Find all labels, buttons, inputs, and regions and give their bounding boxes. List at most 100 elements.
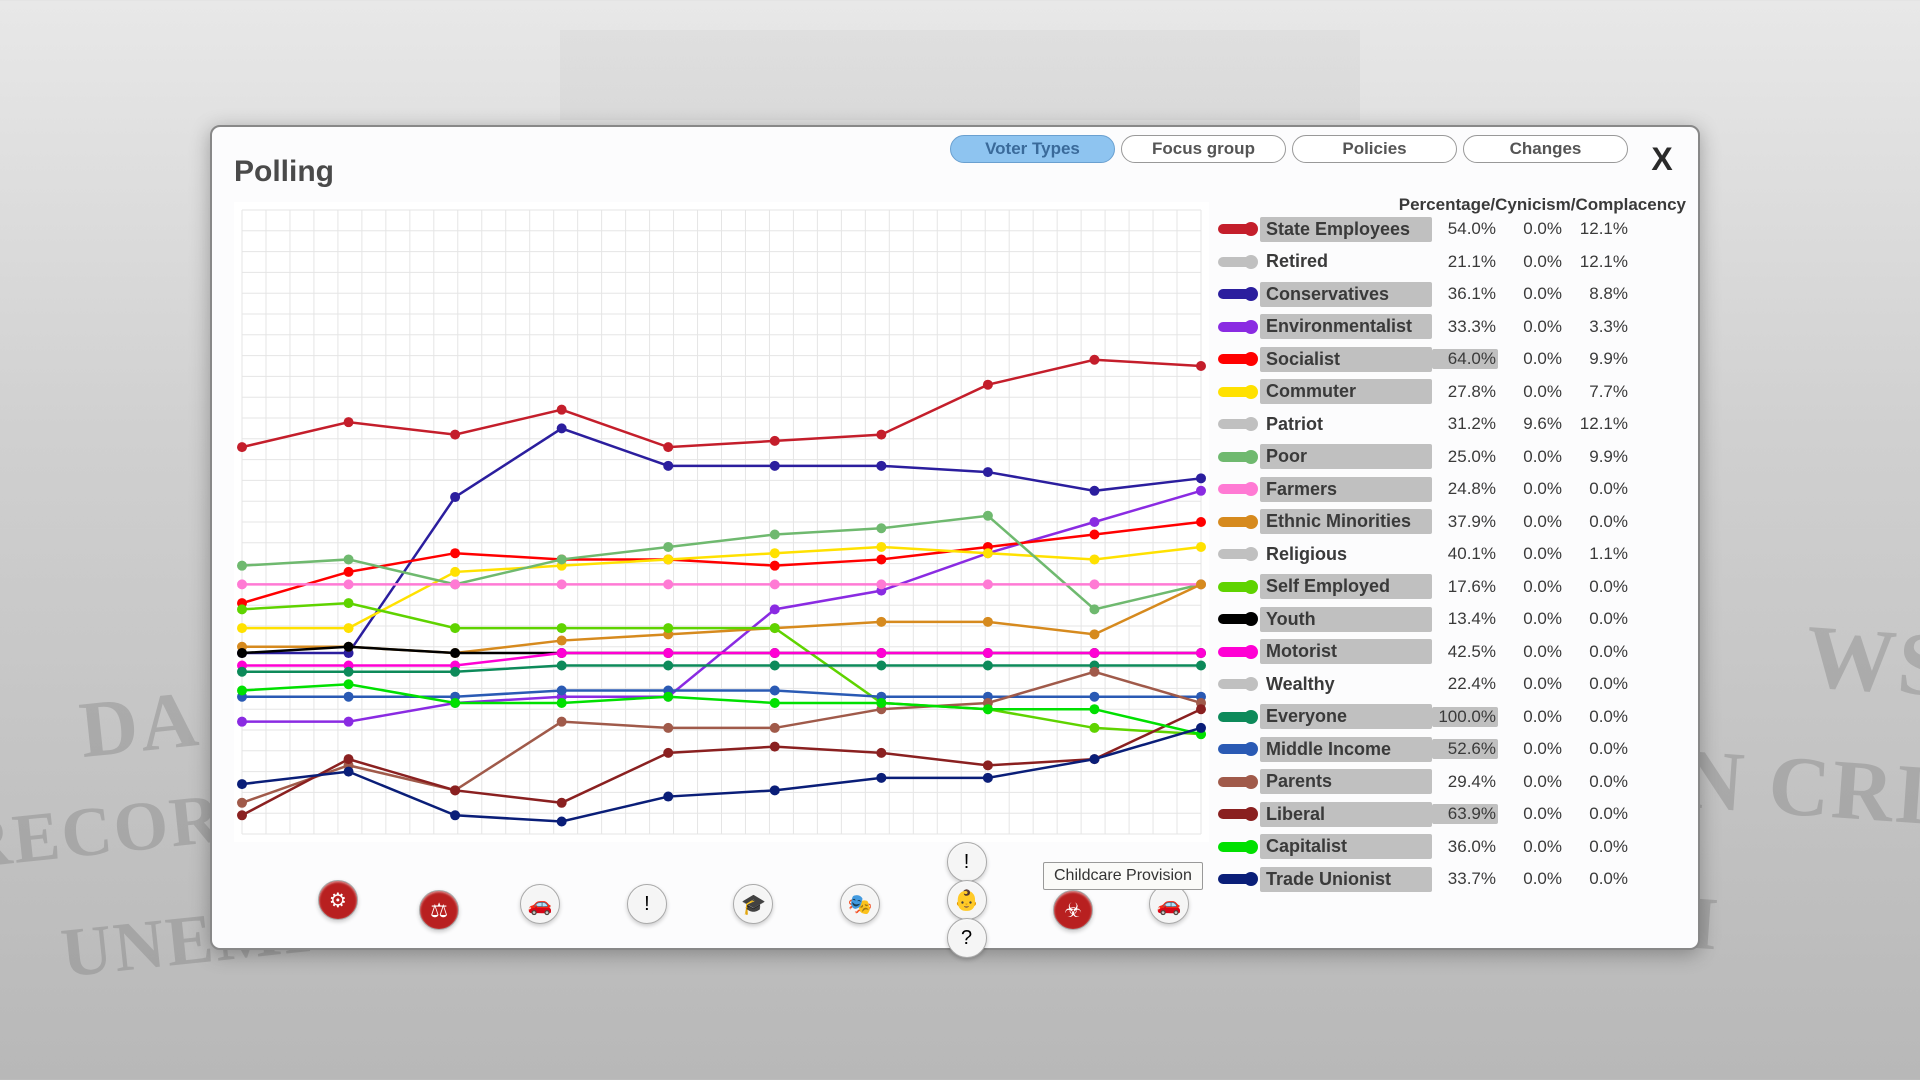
series-marker <box>983 617 993 627</box>
legend-row[interactable]: Poor25.0%0.0%9.9% <box>1218 441 1694 474</box>
close-button[interactable]: X <box>1640 137 1684 181</box>
legend-complacency: 0.0% <box>1564 577 1630 597</box>
legend-label: Poor <box>1260 444 1432 469</box>
legend-row[interactable]: Environmentalist33.3%0.0%3.3% <box>1218 311 1694 344</box>
series-marker <box>557 661 567 671</box>
legend-percentage: 27.8% <box>1432 382 1498 402</box>
legend-percentage: 25.0% <box>1432 447 1498 467</box>
legend-row[interactable]: Farmers24.8%0.0%0.0% <box>1218 473 1694 506</box>
legend-complacency: 0.0% <box>1564 642 1630 662</box>
legend-row[interactable]: Ethnic Minorities37.9%0.0%0.0% <box>1218 506 1694 539</box>
legend-row[interactable]: Patriot31.2%9.6%12.1% <box>1218 408 1694 441</box>
legend-percentage: 40.1% <box>1432 544 1498 564</box>
series-marker <box>876 461 886 471</box>
series-marker <box>770 698 780 708</box>
series-marker <box>344 579 354 589</box>
legend-row[interactable]: Socialist64.0%0.0%9.9% <box>1218 343 1694 376</box>
legend-complacency: 12.1% <box>1564 414 1630 434</box>
tab-changes[interactable]: Changes <box>1463 135 1628 163</box>
legend-label: Capitalist <box>1260 834 1432 859</box>
event-icon[interactable]: 🚗 <box>1149 884 1189 924</box>
series-marker <box>983 648 993 658</box>
series-marker <box>344 598 354 608</box>
tabs-container: Voter Types Focus group Policies Changes <box>950 135 1628 163</box>
event-icon[interactable]: 🎓 <box>733 884 773 924</box>
legend-row[interactable]: Retired21.1%0.0%12.1% <box>1218 246 1694 279</box>
event-icon[interactable]: ⚙ <box>318 880 358 920</box>
series-marker <box>557 405 567 415</box>
legend-row[interactable]: State Employees54.0%0.0%12.1% <box>1218 213 1694 246</box>
legend-label: Parents <box>1260 769 1432 794</box>
legend-row[interactable]: Motorist42.5%0.0%0.0% <box>1218 636 1694 669</box>
event-icon[interactable]: 👶 <box>947 880 987 920</box>
series-marker <box>876 554 886 564</box>
tab-policies[interactable]: Policies <box>1292 135 1457 163</box>
event-icon[interactable]: 🎭 <box>840 884 880 924</box>
legend-percentage: 33.7% <box>1432 869 1498 889</box>
chart-svg <box>234 202 1209 842</box>
series-marker <box>450 698 460 708</box>
series-marker <box>1089 648 1099 658</box>
event-icon[interactable]: ! <box>627 884 667 924</box>
legend-swatch <box>1218 874 1254 884</box>
event-icon[interactable]: ☣ <box>1053 890 1093 930</box>
legend-swatch <box>1218 842 1254 852</box>
legend-swatch <box>1218 614 1254 624</box>
background-cityscape <box>560 30 1360 120</box>
legend-cynicism: 9.6% <box>1498 414 1564 434</box>
legend-row[interactable]: Parents29.4%0.0%0.0% <box>1218 766 1694 799</box>
series-marker <box>663 623 673 633</box>
legend-row[interactable]: Capitalist36.0%0.0%0.0% <box>1218 831 1694 864</box>
legend-label: Middle Income <box>1260 737 1432 762</box>
legend-row[interactable]: Self Employed17.6%0.0%0.0% <box>1218 571 1694 604</box>
series-marker <box>237 579 247 589</box>
legend-label: Trade Unionist <box>1260 867 1432 892</box>
legend-row[interactable]: Everyone100.0%0.0%0.0% <box>1218 701 1694 734</box>
legend-label: Wealthy <box>1260 672 1432 697</box>
series-marker <box>663 579 673 589</box>
legend-row[interactable]: Youth13.4%0.0%0.0% <box>1218 603 1694 636</box>
legend-row[interactable]: Religious40.1%0.0%1.1% <box>1218 538 1694 571</box>
legend-swatch <box>1218 257 1254 267</box>
legend-row[interactable]: Middle Income52.6%0.0%0.0% <box>1218 733 1694 766</box>
legend-swatch <box>1218 452 1254 462</box>
legend-row[interactable]: Wealthy22.4%0.0%0.0% <box>1218 668 1694 701</box>
tab-focus-group[interactable]: Focus group <box>1121 135 1286 163</box>
legend-percentage: 54.0% <box>1432 219 1498 239</box>
event-icon[interactable]: ? <box>947 918 987 958</box>
series-marker <box>983 467 993 477</box>
legend-complacency: 3.3% <box>1564 317 1630 337</box>
series-marker <box>237 798 247 808</box>
series-marker <box>663 648 673 658</box>
series-marker <box>450 579 460 589</box>
series-marker <box>237 667 247 677</box>
series-marker <box>344 679 354 689</box>
tab-voter-types[interactable]: Voter Types <box>950 135 1115 163</box>
series-marker <box>450 648 460 658</box>
series-marker <box>1089 486 1099 496</box>
series-marker <box>770 685 780 695</box>
series-marker <box>1196 473 1206 483</box>
series-marker <box>1089 517 1099 527</box>
event-icon[interactable]: ! <box>947 842 987 882</box>
legend-row[interactable]: Trade Unionist33.7%0.0%0.0% <box>1218 863 1694 896</box>
legend-swatch <box>1218 744 1254 754</box>
legend-percentage: 22.4% <box>1432 674 1498 694</box>
legend-row[interactable]: Conservatives36.1%0.0%8.8% <box>1218 278 1694 311</box>
legend-label: Religious <box>1260 542 1432 567</box>
series-marker <box>770 742 780 752</box>
event-icon[interactable]: 🚗 <box>520 884 560 924</box>
event-icon[interactable]: ⚖ <box>419 890 459 930</box>
series-marker <box>983 773 993 783</box>
series-marker <box>237 779 247 789</box>
legend-cynicism: 0.0% <box>1498 804 1564 824</box>
legend-complacency: 0.0% <box>1564 837 1630 857</box>
series-marker <box>663 748 673 758</box>
legend-label: Commuter <box>1260 379 1432 404</box>
series-marker <box>876 661 886 671</box>
legend-complacency: 0.0% <box>1564 609 1630 629</box>
legend-row[interactable]: Commuter27.8%0.0%7.7% <box>1218 376 1694 409</box>
legend-row[interactable]: Liberal63.9%0.0%0.0% <box>1218 798 1694 831</box>
series-marker <box>876 773 886 783</box>
legend-swatch <box>1218 517 1254 527</box>
